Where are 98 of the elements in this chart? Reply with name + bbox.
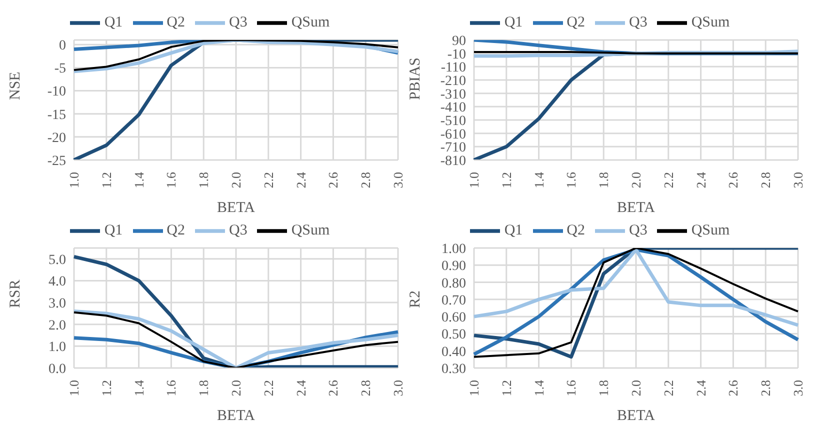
y-tick-label: -15 (47, 108, 66, 123)
x-tick-label: 3.0 (390, 380, 406, 396)
x-tick-label: 2.6 (326, 380, 341, 396)
x-axis-title: BETA (617, 200, 656, 216)
x-tick-label: 1.0 (466, 172, 482, 188)
legend-label: QSum (691, 14, 730, 30)
y-tick-label: 0.90 (442, 259, 466, 274)
y-axis-title: NSE (7, 72, 24, 100)
x-tick-label: 1.0 (66, 380, 82, 396)
x-tick-label: 2.2 (660, 172, 676, 188)
x-tick-label: 1.6 (564, 380, 579, 396)
y-tick-label: -5 (54, 62, 66, 77)
y-tick-label: 0.50 (442, 328, 466, 343)
x-tick-label: 2.8 (758, 380, 774, 396)
legend-label: Q1 (104, 222, 123, 238)
y-tick-label: 0.30 (442, 362, 466, 377)
legend-label: Q3 (629, 14, 648, 30)
legend-label: Q2 (566, 222, 585, 238)
legend-label: Q1 (104, 14, 123, 30)
legend-label: Q3 (629, 222, 648, 238)
legend-label: Q1 (504, 222, 523, 238)
y-tick-label: -610 (440, 127, 466, 142)
x-tick-label: 2.2 (660, 380, 676, 396)
y-axis-title: PBIAS (407, 57, 424, 100)
y-tick-label: -25 (47, 154, 66, 169)
x-tick-label: 1.4 (131, 172, 146, 188)
x-tick-label: 2.0 (228, 380, 244, 396)
x-tick-label: 2.6 (726, 172, 741, 188)
x-axis-title: BETA (217, 408, 256, 424)
x-tick-label: 3.0 (790, 380, 806, 396)
x-tick-label: 2.4 (293, 380, 308, 396)
x-tick-label: 1.0 (466, 380, 482, 396)
y-tick-label: 2.0 (48, 318, 66, 334)
x-axis-title: BETA (617, 408, 656, 424)
x-tick-label: 2.6 (726, 380, 741, 396)
y-tick-label: -20 (47, 130, 66, 146)
x-tick-label: 1.4 (131, 380, 146, 396)
x-tick-label: 1.2 (498, 380, 514, 396)
y-tick-label: 1.00 (442, 242, 466, 257)
x-tick-label: 2.4 (693, 172, 708, 188)
y-tick-label: 0 (59, 38, 66, 54)
y-tick-label: -10 (447, 47, 466, 62)
x-tick-label: 1.8 (196, 380, 212, 396)
x-tick-label: 2.6 (326, 172, 341, 188)
x-tick-label: 1.2 (498, 172, 514, 188)
x-tick-label: 1.2 (98, 172, 114, 188)
y-tick-label: -810 (440, 154, 466, 169)
x-tick-label: 1.8 (596, 380, 612, 396)
y-tick-label: -710 (440, 140, 466, 156)
x-tick-label: 1.6 (564, 172, 579, 188)
x-tick-label: 2.0 (228, 172, 244, 188)
x-tick-label: 1.8 (196, 172, 212, 188)
x-tick-label: 1.8 (596, 172, 612, 188)
x-tick-label: 3.0 (390, 172, 406, 188)
y-tick-label: 5.0 (48, 252, 66, 268)
y-tick-label: 0.80 (442, 276, 466, 292)
y-tick-label: -210 (440, 74, 466, 89)
y-tick-label: 0.70 (442, 293, 466, 308)
x-axis-title: BETA (217, 200, 256, 216)
y-tick-label: -310 (440, 87, 466, 102)
legend-label: Q2 (166, 222, 185, 238)
x-tick-label: 1.6 (164, 172, 179, 188)
y-tick-label: 4.0 (48, 274, 66, 290)
x-tick-label: 2.8 (358, 380, 374, 396)
x-tick-label: 2.2 (260, 172, 276, 188)
x-tick-label: 2.4 (293, 172, 308, 188)
y-tick-label: -510 (440, 114, 466, 129)
y-axis-title: RSR (7, 280, 24, 308)
legend-label: Q3 (229, 14, 248, 30)
legend-label: QSum (291, 222, 330, 238)
x-tick-label: 1.4 (531, 172, 546, 188)
y-axis-title: R2 (407, 290, 424, 308)
legend-label: QSum (691, 222, 730, 238)
y-tick-label: 3.0 (48, 296, 66, 312)
y-tick-label: 0.40 (442, 344, 466, 360)
x-tick-label: 1.2 (98, 380, 114, 396)
x-tick-label: 2.8 (358, 172, 374, 188)
y-tick-label: -10 (47, 84, 66, 100)
x-tick-label: 2.0 (628, 380, 644, 396)
x-tick-label: 2.2 (260, 380, 276, 396)
x-tick-label: 2.8 (758, 172, 774, 188)
legend-label: QSum (291, 14, 330, 30)
x-tick-label: 1.6 (164, 380, 179, 396)
y-tick-label: -110 (440, 60, 466, 76)
x-tick-label: 2.4 (693, 380, 708, 396)
y-tick-label: -410 (440, 100, 466, 116)
x-tick-label: 1.0 (66, 172, 82, 188)
x-tick-label: 1.4 (531, 380, 546, 396)
x-tick-label: 2.0 (628, 172, 644, 188)
legend-label: Q3 (229, 222, 248, 238)
legend-label: Q2 (566, 14, 585, 30)
x-tick-label: 3.0 (790, 172, 806, 188)
legend-label: Q1 (504, 14, 523, 30)
y-tick-label: 0.60 (442, 310, 466, 326)
y-tick-label: 1.0 (48, 340, 66, 356)
legend-label: Q2 (166, 14, 185, 30)
y-tick-label: 90 (452, 34, 466, 49)
y-tick-label: 0.0 (48, 362, 66, 377)
